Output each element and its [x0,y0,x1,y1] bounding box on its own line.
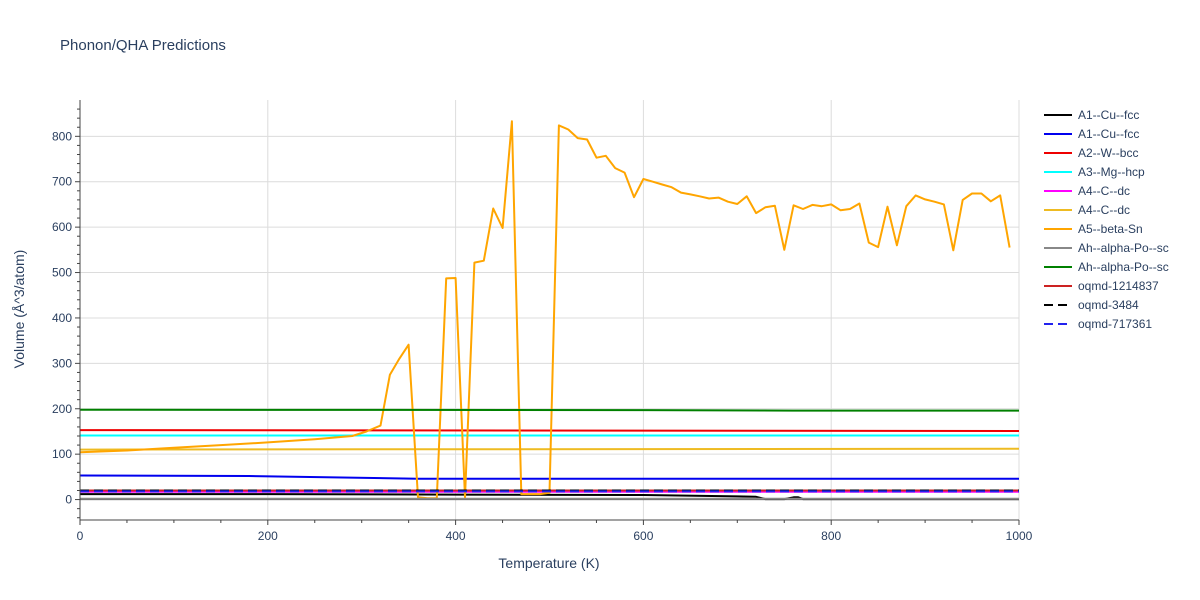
legend-label: A3--Mg--hcp [1078,165,1145,179]
legend-label: oqmd-3484 [1078,298,1139,312]
x-tick-label: 400 [446,529,466,543]
legend-label: Ah--alpha-Po--sc [1078,260,1169,274]
legend-label: A1--Cu--fcc [1078,108,1139,122]
series-line-8 [80,408,1019,412]
series-line-6 [80,120,1011,500]
y-tick-label: 500 [52,266,72,280]
x-tick-label: 0 [77,529,84,543]
y-tick-label: 600 [52,220,72,234]
legend-label: A4--C--dc [1078,203,1130,217]
legend-label: A2--W--bcc [1078,146,1138,160]
legend-label: Ah--alpha-Po--sc [1078,241,1169,255]
y-axis-title: Volume (Å^3/atom) [11,250,27,369]
legend-label: A5--beta-Sn [1078,222,1143,236]
y-tick-label: 0 [65,493,72,507]
y-tick-label: 700 [52,175,72,189]
series-line-2 [80,429,1019,432]
x-tick-label: 600 [633,529,653,543]
x-tick-label: 1000 [1006,529,1033,543]
y-tick-label: 400 [52,311,72,325]
legend-label: A1--Cu--fcc [1078,127,1139,141]
legend-label: oqmd-717361 [1078,317,1152,331]
y-tick-label: 800 [52,129,72,143]
legend-label: A4--C--dc [1078,184,1130,198]
legend: A1--Cu--fcc A1--Cu--fcc A2--W--bcc A3--Mg--… [1044,108,1169,331]
axes: 0 200 400 600 800 1000 0 100 200 300 400 500 600 700 8… [52,100,1033,543]
series-line-1 [80,474,1019,480]
y-tick-label: 100 [52,447,72,461]
plot-area [80,120,1019,501]
legend-label: oqmd-1214837 [1078,279,1159,293]
x-tick-label: 200 [258,529,278,543]
y-tick-label: 300 [52,356,72,370]
y-tick-label: 200 [52,402,72,416]
x-tick-label: 800 [821,529,841,543]
chart-title: Phonon/QHA Predictions [60,37,226,54]
series-line-5 [80,447,1019,451]
x-axis-title: Temperature (K) [498,555,599,571]
